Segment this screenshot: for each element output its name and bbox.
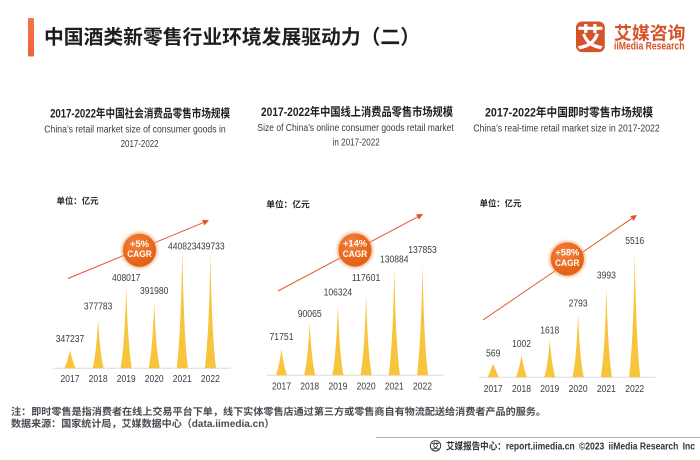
svg-text:2018: 2018 [512,384,531,395]
svg-text:艾媒咨询: 艾媒咨询 [614,24,686,44]
svg-text:+5%: +5% [130,239,149,249]
svg-text:106324: 106324 [324,288,353,299]
svg-text:1002: 1002 [512,339,531,350]
svg-text:440823: 440823 [168,241,197,252]
svg-text:艾媒报告中心：report.iimedia.cn ©2023: 艾媒报告中心：report.iimedia.cn ©2023 iiMedia R… [446,441,695,453]
svg-text:2017-2022年中国社会消费品零售市场规模: 2017-2022年中国社会消费品零售市场规模 [50,107,230,121]
svg-text:iiMedia Research: iiMedia Research [614,41,685,53]
svg-text:单位：亿元: 单位：亿元 [480,198,522,208]
svg-text:2021: 2021 [173,374,192,385]
svg-text:347237: 347237 [56,334,85,345]
svg-text:5516: 5516 [625,236,644,247]
svg-text:单位：亿元: 单位：亿元 [266,199,309,209]
svg-text:2017: 2017 [61,374,80,385]
svg-text:艾: 艾 [432,442,440,451]
svg-text:CAGR: CAGR [127,249,152,259]
svg-text:2021: 2021 [385,381,404,392]
svg-text:2020: 2020 [145,374,164,385]
svg-text:3993: 3993 [597,270,616,281]
svg-text:CAGR: CAGR [555,258,580,268]
svg-text:1618: 1618 [540,326,559,337]
svg-text:数据来源：国家统计局，艾媒数据中心（data.iimedia: 数据来源：国家统计局，艾媒数据中心（data.iimedia.cn） [11,418,274,430]
svg-text:391980: 391980 [140,286,169,297]
svg-text:2019: 2019 [540,384,559,395]
svg-text:2022: 2022 [413,381,432,392]
svg-text:+58%: +58% [555,248,579,258]
svg-text:in 2017-2022: in 2017-2022 [333,137,380,148]
svg-text:+14%: +14% [343,239,367,249]
svg-text:艾: 艾 [577,23,604,53]
svg-text:2018: 2018 [89,374,108,385]
svg-text:单位：亿元: 单位：亿元 [57,196,99,206]
svg-text:90065: 90065 [298,309,322,320]
svg-text:2020: 2020 [357,381,376,392]
svg-text:2019: 2019 [117,374,136,385]
svg-text:439733: 439733 [196,241,225,252]
svg-text:137853: 137853 [408,245,437,256]
svg-text:408017: 408017 [112,273,141,284]
svg-text:Size of China’s online consume: Size of China’s online consumer goods re… [257,123,454,134]
svg-text:2019: 2019 [328,381,347,392]
svg-text:2017: 2017 [272,381,291,392]
svg-text:2021: 2021 [597,384,616,395]
svg-text:中国酒类新零售行业环境发展驱动力（二）: 中国酒类新零售行业环境发展驱动力（二） [44,26,420,49]
svg-text:2022: 2022 [625,384,644,395]
svg-text:377783: 377783 [84,302,113,313]
svg-text:2793: 2793 [569,299,588,310]
svg-text:CAGR: CAGR [343,249,368,259]
svg-text:2018: 2018 [300,381,319,392]
svg-text:2020: 2020 [569,384,588,395]
svg-text:2017-2022: 2017-2022 [121,139,159,150]
svg-text:China’s real-time retail marke: China’s real-time retail market size in … [473,124,660,135]
svg-text:注：即时零售是指消费者在线上交易平台下单，线下实体零售店通过: 注：即时零售是指消费者在线上交易平台下单，线下实体零售店通过第三方或零售商自有物… [11,406,546,418]
svg-text:130884: 130884 [380,255,409,266]
svg-text:117601: 117601 [352,273,381,284]
svg-text:2017-2022年中国即时零售市场规模: 2017-2022年中国即时零售市场规模 [485,106,653,120]
svg-text:569: 569 [486,349,501,360]
svg-text:71751: 71751 [270,332,294,343]
svg-text:China’s retail market size of: China’s retail market size of consumer g… [44,124,225,135]
svg-text:2022: 2022 [201,374,220,385]
svg-text:2017: 2017 [484,384,503,395]
svg-text:2017-2022年中国线上消费品零售市场规模: 2017-2022年中国线上消费品零售市场规模 [261,105,453,119]
